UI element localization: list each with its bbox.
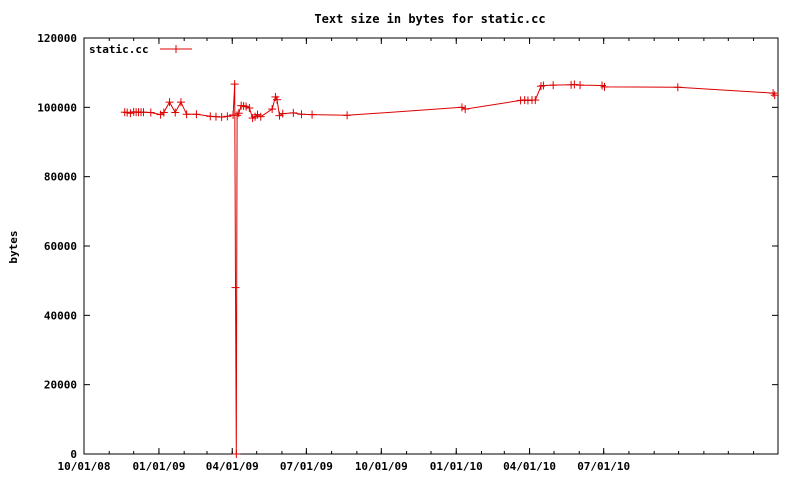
series-layer — [120, 80, 779, 458]
x-tick-label: 07/01/10 — [577, 460, 630, 473]
legend-label: static.cc — [89, 43, 149, 56]
data-point — [234, 109, 243, 118]
y-tick-label: 40000 — [44, 309, 77, 322]
y-axis-label: bytes — [7, 230, 20, 263]
data-point — [231, 283, 240, 292]
data-point — [156, 110, 165, 119]
data-point — [165, 98, 174, 107]
data-point — [182, 110, 191, 119]
data-point — [232, 450, 241, 458]
data-point — [268, 105, 277, 114]
x-axis: 10/01/08 01/01/09 04/01/09 07/01/09 10/01/09… — [58, 38, 755, 473]
data-point — [289, 108, 298, 117]
data-point — [146, 108, 155, 117]
x-tick-label: 04/01/09 — [206, 460, 259, 473]
data-point — [576, 81, 585, 90]
series-line — [124, 83, 776, 455]
data-point — [242, 102, 251, 111]
data-point — [275, 111, 284, 120]
x-tick-label: 07/01/09 — [280, 460, 333, 473]
x-tick-label: 01/01/09 — [132, 460, 185, 473]
data-point — [126, 109, 135, 118]
data-point — [549, 81, 558, 90]
y-tick-label: 20000 — [44, 379, 77, 392]
data-point — [457, 103, 466, 112]
data-point — [539, 81, 548, 90]
x-tick-label: 10/01/08 — [58, 460, 111, 473]
data-point — [171, 108, 180, 117]
data-point — [253, 110, 262, 119]
plot-frame — [83, 37, 779, 455]
data-point — [769, 89, 778, 98]
y-axis: 0 20000 40000 60000 80000 100000 120000 — [37, 32, 778, 461]
data-point — [273, 95, 282, 104]
x-tick-label: 04/01/10 — [503, 460, 556, 473]
data-point — [256, 112, 265, 121]
legend: static.cc — [89, 43, 192, 56]
data-point — [531, 96, 540, 105]
data-point — [217, 113, 226, 122]
data-point — [461, 105, 470, 114]
x-tick-label: 01/01/10 — [430, 460, 483, 473]
y-tick-label: 0 — [70, 448, 77, 461]
data-point — [600, 82, 609, 91]
data-point — [245, 104, 254, 113]
y-tick-label: 100000 — [37, 101, 77, 114]
data-point — [223, 112, 232, 121]
data-point — [343, 111, 352, 120]
data-point — [770, 91, 779, 100]
chart-title: Text size in bytes for static.cc — [314, 12, 545, 26]
y-tick-label: 80000 — [44, 171, 77, 184]
y-tick-label: 120000 — [37, 32, 77, 45]
data-point — [159, 108, 168, 117]
data-point — [230, 80, 239, 89]
data-point — [297, 110, 306, 119]
data-point — [176, 98, 185, 107]
data-point — [308, 110, 317, 119]
data-point — [123, 108, 132, 117]
data-point — [233, 111, 242, 120]
data-point — [570, 80, 579, 89]
data-point — [278, 109, 287, 118]
data-point — [673, 83, 682, 92]
data-point — [139, 108, 148, 117]
legend-marker — [172, 45, 180, 53]
y-tick-label: 60000 — [44, 240, 77, 253]
x-tick-label: 10/01/09 — [355, 460, 408, 473]
data-point — [192, 110, 201, 119]
